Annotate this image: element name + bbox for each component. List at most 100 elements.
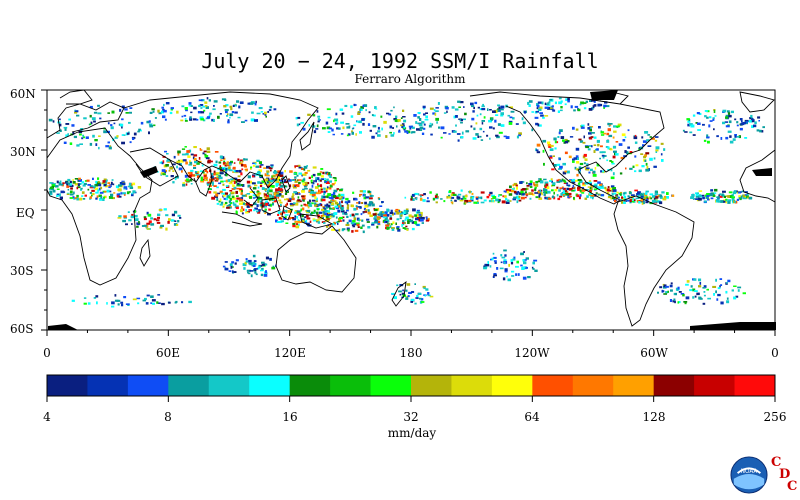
rain-pixel — [161, 106, 164, 109]
rain-pixel — [591, 132, 595, 134]
rain-pixel — [684, 131, 688, 133]
rain-pixel — [527, 101, 530, 105]
rain-pixel — [267, 189, 270, 193]
rain-pixel — [249, 191, 254, 193]
rain-pixel — [416, 217, 420, 219]
rain-pixel — [239, 188, 242, 191]
rain-pixel — [596, 139, 600, 143]
rain-pixel — [726, 297, 729, 300]
rain-pixel — [600, 131, 605, 134]
rain-pixel — [635, 164, 639, 167]
rain-pixel — [707, 198, 710, 201]
rain-pixel — [521, 117, 524, 121]
rain-pixel — [339, 201, 341, 205]
rain-pixel — [509, 185, 512, 189]
rain-pixel — [276, 178, 280, 181]
rain-pixel — [524, 266, 528, 269]
rain-pixel — [425, 288, 429, 291]
rain-pixel — [410, 215, 414, 218]
rain-pixel — [360, 213, 363, 216]
rain-pixel — [338, 205, 340, 208]
rain-pixel — [328, 201, 333, 204]
rain-pixel — [284, 192, 288, 195]
rain-pixel — [308, 124, 311, 127]
rain-pixel — [482, 130, 485, 133]
rain-pixel — [216, 192, 220, 195]
rain-pixel — [631, 200, 635, 203]
rain-pixel — [376, 225, 379, 229]
rain-pixel — [132, 182, 136, 186]
rain-pixel — [690, 124, 695, 128]
rain-pixel — [402, 289, 404, 292]
rain-pixel — [524, 196, 527, 199]
rain-pixel — [522, 259, 525, 262]
colorbar-label-128: 128 — [642, 410, 666, 424]
rain-pixel — [589, 187, 592, 190]
rain-pixel — [219, 166, 223, 169]
rain-pixel — [378, 213, 382, 216]
rain-pixel — [350, 115, 354, 118]
rain-pixel — [581, 124, 585, 127]
rain-pixel — [268, 166, 273, 170]
rain-pixel — [432, 112, 436, 115]
rain-pixel — [501, 256, 506, 259]
rain-pixel — [572, 184, 575, 188]
rain-pixel — [402, 222, 404, 225]
rain-pixel — [498, 131, 503, 134]
rain-pixel — [304, 181, 308, 185]
rain-pixel — [176, 165, 178, 169]
rain-pixel — [206, 147, 210, 151]
rain-pixel — [689, 289, 693, 292]
rain-pixel — [602, 156, 605, 159]
rain-pixel — [260, 182, 263, 184]
rain-pixel — [327, 193, 331, 197]
rain-pixel — [419, 126, 424, 130]
rain-pixel — [131, 213, 134, 217]
rain-pixel — [687, 121, 691, 123]
rain-pixel — [264, 205, 267, 208]
rain-pixel — [418, 218, 421, 222]
rain-pixel — [544, 185, 547, 189]
rain-pixel — [709, 120, 713, 122]
rain-pixel — [531, 266, 534, 269]
rain-pixel — [634, 170, 637, 173]
rain-pixel — [695, 195, 700, 198]
rain-pixel — [344, 201, 349, 203]
rain-pixel — [660, 153, 663, 156]
rain-pixel — [83, 136, 86, 139]
rain-pixel — [318, 189, 320, 192]
rain-pixel — [278, 217, 283, 220]
rain-pixel — [320, 178, 324, 181]
rain-pixel — [504, 268, 508, 271]
rain-pixel — [658, 194, 662, 198]
rain-pixel — [576, 194, 580, 198]
rain-pixel — [435, 117, 439, 121]
rain-pixel — [647, 145, 652, 147]
rain-pixel — [615, 125, 620, 128]
rain-pixel — [600, 194, 605, 196]
rain-pixel — [119, 108, 122, 112]
rain-pixel — [508, 122, 513, 125]
rain-pixel — [626, 199, 631, 202]
rain-pixel — [687, 123, 690, 127]
rain-pixel — [361, 118, 365, 121]
rain-pixel — [150, 302, 153, 304]
rain-pixel — [436, 121, 438, 124]
rain-pixel — [176, 224, 179, 226]
rain-pixel — [377, 130, 381, 133]
rain-pixel — [402, 223, 405, 226]
rain-pixel — [725, 198, 728, 201]
colorbar-units: mm/day — [387, 426, 437, 440]
rain-pixel — [730, 110, 734, 114]
rain-pixel — [645, 152, 650, 155]
rain-pixel — [614, 152, 616, 156]
rain-pixel — [629, 167, 633, 170]
rain-pixel — [567, 98, 570, 101]
rain-pixel — [639, 146, 644, 150]
rain-pixel — [721, 193, 724, 197]
rain-pixel — [698, 285, 702, 288]
rain-pixel — [654, 139, 658, 142]
rain-pixel — [313, 180, 316, 182]
rain-pixel — [728, 120, 732, 124]
rain-pixel — [434, 112, 437, 116]
